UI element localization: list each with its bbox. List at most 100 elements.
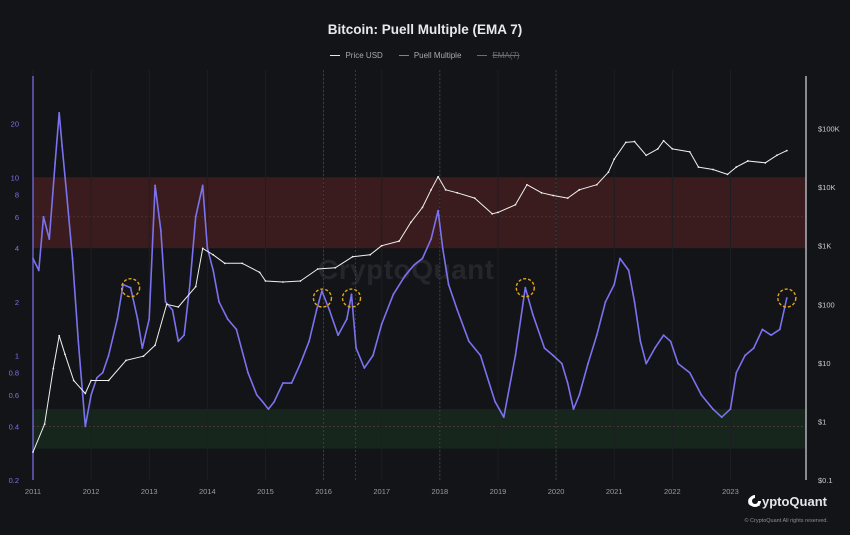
y-right-tick-label-3: $100 bbox=[818, 300, 835, 309]
x-tick-label-2019: 2019 bbox=[490, 487, 507, 496]
series-point-price-usd bbox=[421, 206, 424, 209]
x-tick-label-2014: 2014 bbox=[199, 487, 216, 496]
series-point-puell-multiple bbox=[61, 144, 63, 147]
series-point-price-usd bbox=[497, 211, 499, 214]
series-point-puell-multiple bbox=[71, 257, 74, 260]
series-point-price-usd bbox=[430, 188, 433, 191]
series-point-puell-multiple bbox=[355, 347, 358, 349]
band-low-zone bbox=[33, 409, 806, 449]
series-point-price-usd bbox=[72, 379, 75, 382]
series-point-price-usd bbox=[409, 221, 412, 224]
series-point-price-usd bbox=[595, 183, 598, 186]
series-point-puell-multiple bbox=[735, 371, 738, 374]
series-point-price-usd bbox=[282, 281, 284, 283]
series-point-puell-multiple bbox=[282, 382, 284, 384]
series-point-puell-multiple bbox=[141, 347, 144, 349]
series-point-price-usd bbox=[514, 203, 517, 206]
series-point-price-usd bbox=[84, 392, 87, 395]
series-point-price-usd bbox=[212, 253, 215, 256]
highlight-circle-1 bbox=[312, 288, 333, 308]
series-point-puell-multiple bbox=[531, 313, 534, 316]
series-point-puell-multiple bbox=[468, 340, 470, 343]
series-point-price-usd bbox=[578, 188, 581, 191]
y-left-tick-label-0: 0.2 bbox=[9, 476, 19, 485]
brand-name: CryptoQuant bbox=[747, 494, 827, 509]
series-point-puell-multiple bbox=[37, 269, 40, 272]
series-point-price-usd bbox=[712, 168, 714, 171]
y-right-tick-label-1: $1 bbox=[818, 417, 826, 426]
series-point-puell-multiple bbox=[308, 340, 310, 343]
series-point-puell-multiple bbox=[164, 300, 167, 303]
legend-item-puell[interactable]: Puell Multiple bbox=[398, 51, 462, 60]
series-point-puell-multiple bbox=[255, 394, 258, 396]
series-point-price-usd bbox=[369, 253, 371, 256]
series-point-price-usd bbox=[142, 355, 145, 358]
legend-label-puell: Puell Multiple bbox=[413, 51, 462, 60]
series-point-price-usd bbox=[456, 191, 459, 194]
legend-swatch-price bbox=[330, 54, 341, 57]
series-point-price-usd bbox=[688, 150, 691, 153]
series-point-price-usd bbox=[107, 379, 110, 382]
highlight-circle-0 bbox=[120, 278, 141, 298]
cryptoquant-logo-icon bbox=[748, 494, 762, 507]
series-point-puell-multiple bbox=[437, 209, 439, 212]
series-point-puell-multiple bbox=[267, 408, 270, 410]
series-point-puell-multiple bbox=[566, 382, 569, 384]
series-point-puell-multiple bbox=[744, 354, 746, 357]
series-point-price-usd bbox=[776, 154, 778, 157]
series-point-price-usd bbox=[258, 271, 261, 274]
legend-label-price: Price USD bbox=[345, 51, 383, 60]
series-point-puell-multiple bbox=[752, 347, 755, 349]
series-point-puell-multiple bbox=[560, 362, 563, 365]
series-line-puell-multiple bbox=[32, 112, 788, 428]
series-point-puell-multiple bbox=[543, 347, 546, 349]
chart-legend: Price USD Puell Multiple EMA(7) bbox=[0, 51, 850, 60]
series-point-puell-multiple bbox=[645, 362, 648, 365]
series-point-puell-multiple bbox=[729, 408, 732, 410]
series-point-puell-multiple bbox=[235, 328, 238, 331]
series-point-puell-multiple bbox=[552, 354, 555, 357]
series-point-puell-multiple bbox=[479, 354, 482, 357]
legend-item-price[interactable]: Price USD bbox=[330, 51, 383, 60]
series-point-price-usd bbox=[566, 197, 569, 200]
series-point-puell-multiple bbox=[677, 362, 680, 365]
copyright-text: © CryptoQuant All rights reserved. bbox=[744, 518, 828, 524]
brand-logo: CryptoQuant bbox=[748, 494, 827, 509]
series-point-puell-multiple bbox=[380, 323, 383, 325]
series-point-puell-multiple bbox=[136, 318, 139, 320]
x-tick-label-2021: 2021 bbox=[606, 487, 623, 496]
series-point-price-usd bbox=[154, 344, 156, 347]
y-left-tick-label-1: 0.4 bbox=[9, 422, 19, 431]
series-point-puell-multiple bbox=[226, 318, 229, 320]
series-point-price-usd bbox=[90, 379, 93, 382]
series-point-puell-multiple bbox=[299, 362, 302, 365]
series-point-puell-multiple bbox=[273, 400, 276, 403]
x-tick-label-2017: 2017 bbox=[373, 487, 390, 496]
series-point-puell-multiple bbox=[48, 238, 51, 240]
series-point-puell-multiple bbox=[363, 367, 366, 369]
series-point-puell-multiple bbox=[107, 354, 110, 357]
x-tick-label-2015: 2015 bbox=[257, 487, 274, 496]
series-point-puell-multiple bbox=[90, 394, 93, 396]
series-point-price-usd bbox=[316, 268, 319, 270]
series-point-puell-multiple bbox=[290, 382, 293, 384]
series-point-price-usd bbox=[444, 188, 447, 191]
series-point-puell-multiple bbox=[524, 286, 527, 289]
series-point-puell-multiple bbox=[700, 394, 703, 396]
series-point-puell-multiple bbox=[785, 297, 788, 299]
series-point-puell-multiple bbox=[514, 354, 517, 357]
series-point-puell-multiple bbox=[372, 354, 374, 357]
series-point-puell-multiple bbox=[148, 318, 151, 320]
series-point-puell-multiple bbox=[770, 334, 773, 337]
series-point-puell-multiple bbox=[761, 328, 764, 331]
series-point-puell-multiple bbox=[58, 111, 61, 114]
series-point-puell-multiple bbox=[77, 340, 80, 343]
series-point-puell-multiple bbox=[441, 247, 444, 250]
legend-item-ema[interactable]: EMA(7) bbox=[477, 51, 520, 60]
series-point-puell-multiple bbox=[447, 283, 450, 286]
series-point-price-usd bbox=[633, 140, 636, 143]
series-point-puell-multiple bbox=[171, 309, 174, 311]
legend-swatch-puell bbox=[398, 54, 409, 57]
series-point-puell-multiple bbox=[572, 408, 575, 410]
series-point-puell-multiple bbox=[154, 184, 156, 187]
